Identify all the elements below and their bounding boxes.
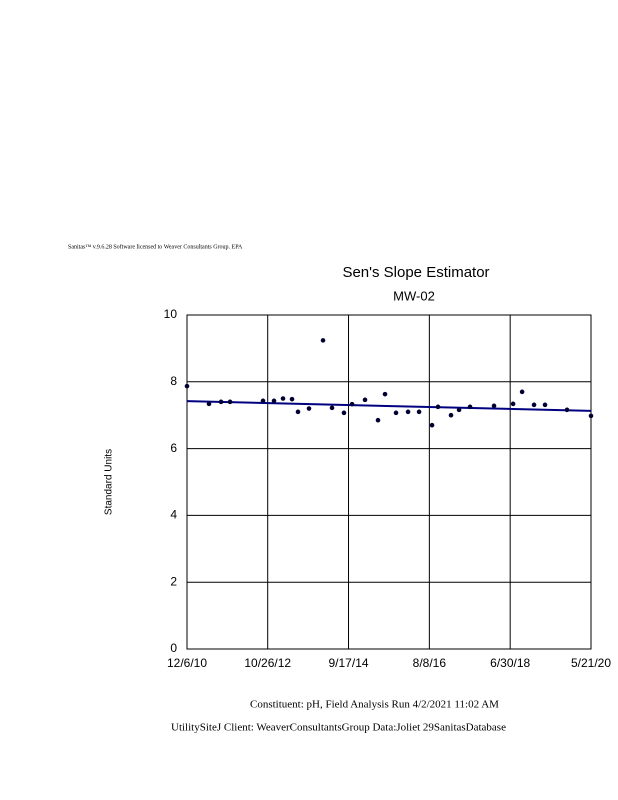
data-point — [519, 389, 525, 395]
y-tick-label: 6 — [170, 441, 177, 455]
y-axis-label: Standard Units — [104, 449, 115, 515]
data-point — [362, 397, 368, 403]
data-point — [448, 412, 454, 418]
data-point — [289, 396, 295, 402]
data-point — [280, 396, 286, 401]
data-point — [382, 391, 388, 397]
footer-line: UtilitySiteJ Client: WeaverConsultantsGr… — [171, 722, 506, 734]
data-point — [588, 413, 594, 419]
y-tick-label: 8 — [170, 374, 177, 388]
chart-subtitle: MW-02 — [393, 288, 435, 303]
data-point — [405, 409, 411, 415]
data-point — [429, 422, 435, 428]
data-point — [206, 401, 212, 407]
chart-title: Sen's Slope Estimator — [342, 264, 489, 281]
x-tick-label: 8/8/16 — [413, 656, 447, 670]
x-tick-label: 9/17/14 — [329, 656, 369, 670]
data-point — [467, 404, 473, 410]
data-point — [456, 407, 462, 413]
data-point — [542, 402, 548, 408]
y-tick-label: 10 — [164, 307, 178, 321]
data-point — [531, 402, 537, 408]
x-tick-label: 6/30/18 — [490, 656, 530, 670]
data-point — [227, 399, 233, 405]
plot-area — [186, 314, 592, 650]
y-tick-label: 4 — [170, 508, 177, 522]
data-point — [184, 383, 190, 389]
x-tick-label: 12/6/10 — [167, 656, 207, 670]
data-point — [218, 399, 224, 405]
y-tick-label: 2 — [170, 574, 177, 588]
data-point — [260, 398, 266, 404]
data-point — [295, 409, 301, 415]
x-tick-label: 5/21/20 — [571, 656, 611, 670]
data-point — [393, 410, 399, 416]
data-point — [306, 406, 312, 411]
data-point — [341, 410, 347, 416]
data-point — [329, 405, 335, 411]
x-tick-label: 10/26/12 — [244, 656, 291, 670]
data-point — [491, 403, 497, 409]
data-point — [416, 409, 422, 415]
license-note: Sanitas™ v.9.6.28 Software licensed to W… — [68, 243, 243, 250]
data-point — [564, 407, 570, 413]
y-tick-label: 0 — [170, 641, 177, 655]
data-point — [435, 404, 441, 410]
footer-line: Constituent: pH, Field Analysis Run 4/2/… — [250, 699, 499, 711]
data-point — [375, 417, 381, 423]
data-point — [510, 401, 516, 407]
trend-line — [186, 400, 592, 412]
data-point — [320, 338, 326, 343]
data-point — [271, 398, 277, 404]
data-point — [349, 401, 355, 407]
